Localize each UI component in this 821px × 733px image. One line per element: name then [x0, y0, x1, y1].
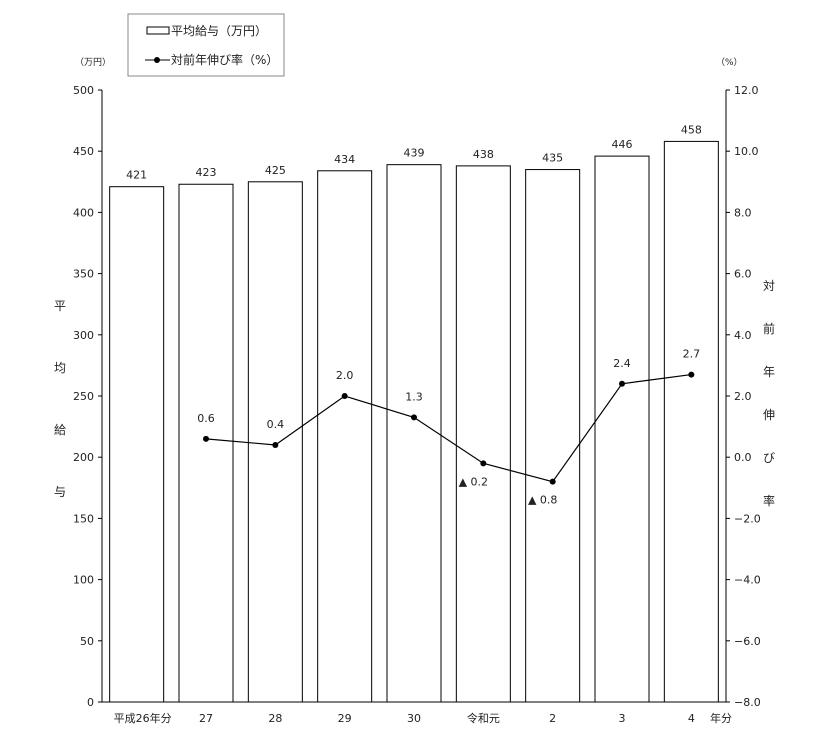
x-tick-label: 28 — [268, 712, 282, 725]
right-tick-label: 4.0 — [734, 329, 752, 342]
right-axis-label-char: 対 — [763, 279, 775, 293]
bar — [109, 186, 165, 703]
right-tick-label: 2.0 — [734, 390, 752, 403]
x-suffix: 年分 — [710, 711, 732, 725]
growth-label: 1.3 — [405, 390, 423, 403]
right-axis-label-char: 率 — [763, 493, 775, 508]
bar-label: 438 — [473, 148, 494, 161]
left-tick-label: 50 — [80, 635, 94, 648]
x-tick-label: 2 — [549, 712, 556, 725]
left-tick-label: 250 — [73, 390, 94, 403]
bar — [525, 169, 581, 703]
bar — [455, 165, 511, 703]
left-tick-label: 150 — [73, 512, 94, 525]
x-tick-label: 令和元 — [467, 711, 500, 725]
bar — [386, 164, 442, 703]
growth-point — [411, 414, 417, 421]
left-tick-label: 450 — [73, 145, 94, 158]
left-axis-label-char: 均 — [54, 361, 66, 375]
left-unit: （万円） — [75, 57, 111, 68]
bar — [317, 170, 373, 703]
growth-point — [341, 393, 348, 399]
growth-point — [619, 380, 625, 387]
growth-label: ▲ 0.2 — [459, 475, 488, 488]
right-tick-label: −2.0 — [734, 512, 761, 525]
growth-label: 2.7 — [683, 348, 701, 361]
left-axis-label-char: 給 — [54, 423, 66, 437]
growth-label: 0.6 — [197, 412, 215, 425]
left-axis-label-char: 与 — [54, 485, 66, 499]
bar — [247, 181, 303, 703]
bar — [594, 155, 650, 703]
bar-label: 421 — [126, 169, 147, 182]
growth-point — [480, 460, 487, 467]
x-tick-label: 27 — [199, 712, 213, 725]
growth-point — [203, 435, 209, 442]
left-tick-label: 300 — [73, 329, 94, 342]
right-axis-label-char: び — [763, 451, 775, 465]
right-tick-label: −6.0 — [734, 635, 761, 648]
legend-box — [127, 13, 285, 77]
x-tick-label: 平成26年分 — [114, 711, 172, 725]
bar-label: 439 — [404, 147, 425, 160]
bar-label: 446 — [612, 138, 633, 151]
right-tick-label: 8.0 — [734, 206, 752, 219]
bar-label: 435 — [542, 152, 563, 165]
bar-label: 458 — [681, 123, 702, 136]
bar-label: 425 — [265, 164, 286, 177]
legend-line-label: 対前年伸び率（%） — [171, 52, 278, 67]
right-tick-label: 12.0 — [734, 84, 759, 97]
x-tick-label: 29 — [338, 712, 352, 725]
right-axis-label-char: 年 — [763, 365, 775, 379]
right-tick-label: 0.0 — [734, 451, 752, 464]
right-axis-label-char: 前 — [763, 321, 775, 336]
right-unit: （%） — [716, 57, 743, 68]
legend-bar-label: 平均給与（万円） — [171, 24, 267, 38]
right-tick-label: −8.0 — [734, 696, 761, 709]
bar-label: 423 — [196, 166, 217, 179]
growth-label: 2.4 — [613, 357, 631, 370]
growth-label: 0.4 — [267, 418, 285, 431]
right-tick-label: 10.0 — [734, 145, 759, 158]
x-tick-label: 3 — [619, 712, 626, 725]
bar-label: 434 — [334, 153, 355, 166]
growth-point — [272, 441, 279, 448]
left-tick-label: 0 — [87, 696, 94, 709]
right-tick-label: −4.0 — [734, 574, 761, 587]
left-tick-label: 200 — [73, 451, 94, 464]
x-tick-label: 4 — [688, 712, 695, 725]
legend-line-marker — [154, 57, 160, 63]
left-tick-label: 100 — [73, 574, 94, 587]
growth-label: 2.0 — [336, 369, 354, 382]
right-axis-label-char: 伸 — [763, 408, 775, 422]
left-axis-label-char: 平 — [54, 299, 66, 313]
left-tick-label: 500 — [73, 84, 94, 97]
legend-bar-swatch — [146, 26, 170, 35]
growth-line — [205, 373, 692, 483]
left-tick-label: 350 — [73, 268, 94, 281]
bar — [178, 183, 234, 703]
growth-label: ▲ 0.8 — [528, 494, 557, 507]
x-tick-label: 30 — [407, 712, 421, 725]
growth-point — [549, 478, 556, 485]
left-tick-label: 400 — [73, 206, 94, 219]
right-tick-label: 6.0 — [734, 268, 752, 281]
growth-point — [688, 371, 695, 378]
bar — [663, 140, 719, 703]
